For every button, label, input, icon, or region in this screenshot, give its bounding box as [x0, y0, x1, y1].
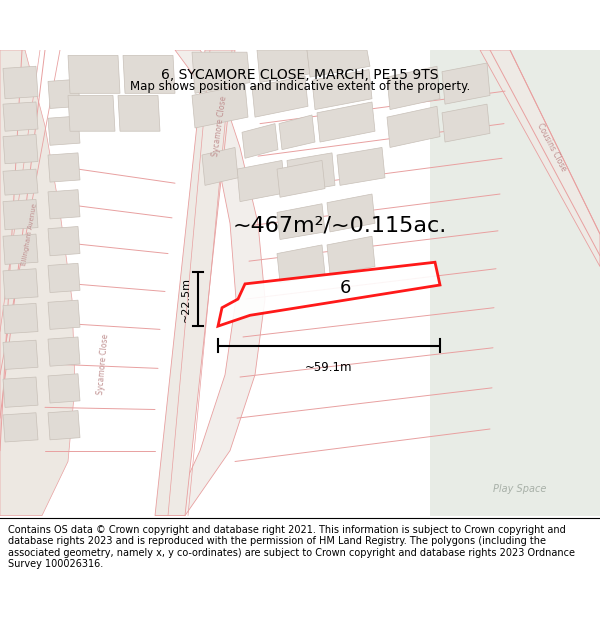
Polygon shape	[48, 263, 80, 292]
Polygon shape	[68, 56, 120, 93]
Polygon shape	[192, 52, 250, 93]
Polygon shape	[3, 340, 38, 369]
Polygon shape	[3, 269, 38, 299]
Polygon shape	[442, 63, 490, 104]
Polygon shape	[317, 102, 375, 142]
Text: Contains OS data © Crown copyright and database right 2021. This information is : Contains OS data © Crown copyright and d…	[8, 524, 575, 569]
Polygon shape	[242, 124, 278, 158]
Text: Play Space: Play Space	[493, 484, 547, 494]
Polygon shape	[48, 411, 80, 440]
Text: ~59.1m: ~59.1m	[305, 361, 353, 374]
Polygon shape	[257, 50, 310, 82]
Polygon shape	[3, 169, 38, 195]
Polygon shape	[48, 190, 80, 219]
Polygon shape	[48, 226, 80, 256]
Polygon shape	[3, 134, 38, 164]
Polygon shape	[430, 50, 600, 516]
Text: Map shows position and indicative extent of the property.: Map shows position and indicative extent…	[130, 81, 470, 93]
Polygon shape	[327, 194, 375, 232]
Polygon shape	[3, 66, 38, 99]
Polygon shape	[312, 69, 372, 109]
Polygon shape	[387, 66, 440, 109]
Polygon shape	[287, 153, 335, 193]
Polygon shape	[192, 84, 248, 128]
Polygon shape	[277, 161, 325, 198]
Polygon shape	[202, 148, 238, 186]
Text: ~467m²/~0.115ac.: ~467m²/~0.115ac.	[233, 216, 447, 236]
Polygon shape	[3, 102, 38, 131]
Polygon shape	[48, 116, 80, 145]
Polygon shape	[387, 106, 440, 148]
Polygon shape	[48, 300, 80, 329]
Text: ~22.5m: ~22.5m	[181, 276, 191, 321]
Polygon shape	[279, 115, 315, 149]
Polygon shape	[3, 234, 38, 264]
Polygon shape	[252, 76, 308, 117]
Polygon shape	[48, 153, 80, 182]
Polygon shape	[307, 50, 370, 77]
Text: 6: 6	[340, 279, 350, 298]
Polygon shape	[277, 245, 325, 282]
Polygon shape	[48, 337, 80, 366]
Polygon shape	[237, 161, 285, 202]
Polygon shape	[3, 303, 38, 334]
Polygon shape	[3, 377, 38, 408]
Text: Cousins Close: Cousins Close	[536, 122, 568, 173]
Text: Ellingham Avenue: Ellingham Avenue	[22, 202, 38, 266]
Polygon shape	[48, 79, 80, 109]
Polygon shape	[123, 56, 175, 93]
Polygon shape	[155, 50, 265, 516]
Polygon shape	[337, 148, 385, 186]
Text: Sycamore Close: Sycamore Close	[211, 95, 229, 157]
Polygon shape	[118, 96, 160, 131]
Polygon shape	[3, 412, 38, 442]
Polygon shape	[442, 104, 490, 142]
Polygon shape	[3, 199, 38, 230]
Text: Sycamore Close: Sycamore Close	[96, 333, 110, 395]
Polygon shape	[277, 204, 325, 239]
Polygon shape	[327, 236, 375, 274]
Polygon shape	[480, 50, 600, 267]
Polygon shape	[218, 262, 440, 326]
Polygon shape	[48, 374, 80, 403]
Polygon shape	[0, 50, 75, 516]
Text: 6, SYCAMORE CLOSE, MARCH, PE15 9TS: 6, SYCAMORE CLOSE, MARCH, PE15 9TS	[161, 68, 439, 82]
Polygon shape	[68, 96, 115, 131]
Polygon shape	[155, 50, 235, 516]
